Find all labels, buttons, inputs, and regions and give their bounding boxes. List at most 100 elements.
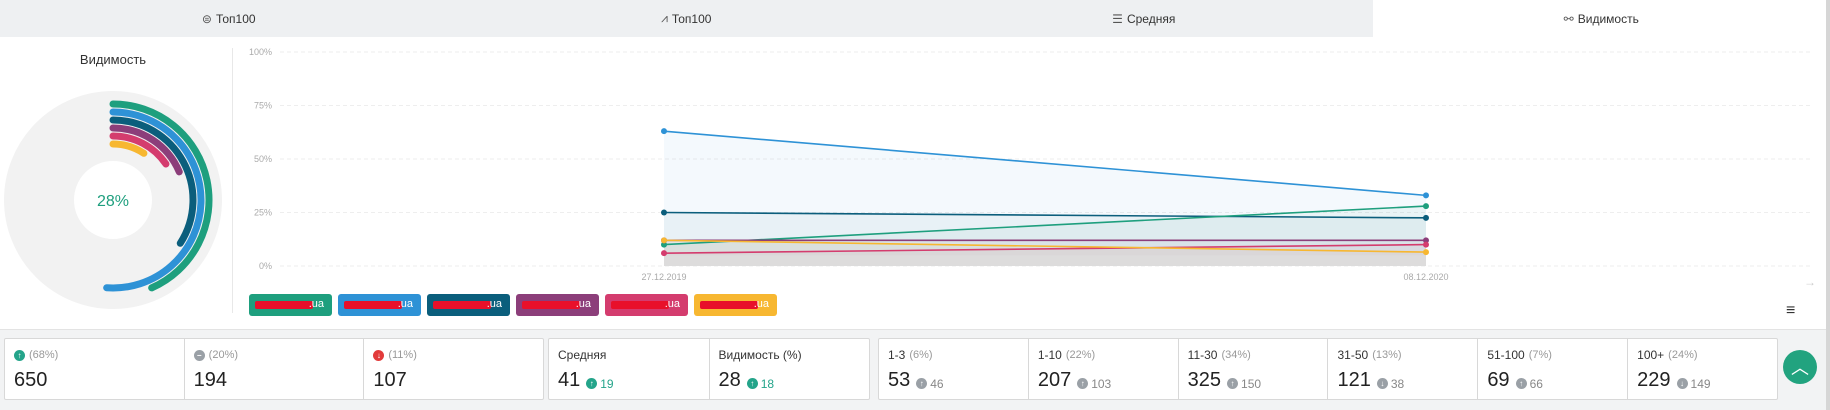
chart-menu-icon[interactable]: ≡	[1786, 302, 1796, 319]
legend-chip-4[interactable]: .ua	[516, 294, 599, 316]
averages-group: Средняя 41 ↑ 19 Видимость (%) 28 ↑ 18	[548, 338, 870, 400]
legend-chip-5[interactable]: .ua	[605, 294, 688, 316]
series-point[interactable]	[661, 250, 667, 257]
arrow-up-circle-icon: ↑	[746, 378, 758, 389]
stat-label: Средняя	[558, 348, 607, 362]
redacted-mark	[700, 301, 758, 309]
legend-label: .ua	[753, 298, 769, 310]
arrow-up-circle-icon: ↑	[916, 378, 928, 389]
stat-value: 41	[558, 369, 581, 391]
stat-up: ↑ (68%) 650	[5, 339, 185, 399]
stat-pct: (7%)	[1528, 349, 1552, 361]
minus-circle-icon: −	[193, 349, 205, 361]
tab-top100-b[interactable]: ⩘ Топ100	[457, 0, 915, 37]
y-tick-label: 100%	[249, 47, 272, 57]
stat-label: 31-50	[1337, 348, 1369, 362]
stat-label: 1-3	[888, 348, 906, 362]
layers-icon: ⊜	[201, 11, 212, 26]
x-tick-label: 08.12.2020	[1403, 272, 1448, 282]
stat-pct: (13%)	[1372, 349, 1402, 361]
redacted-mark	[344, 301, 402, 309]
donut-center-value: 28%	[97, 193, 129, 210]
page-scrollbar[interactable]	[1826, 0, 1830, 410]
stat-delta: 103	[1091, 376, 1112, 391]
series-line	[663, 205, 1427, 246]
donut-arc	[109, 140, 148, 157]
stat-range-11-30: 11-30 (34%) 325 ↑ 150	[1179, 339, 1329, 399]
legend-chip-6[interactable]: .ua	[694, 294, 777, 316]
tab-average[interactable]: ☰ Средняя	[915, 0, 1373, 37]
stat-label: 11-30	[1187, 348, 1218, 362]
legend-label: .ua	[397, 298, 413, 310]
redacted-mark	[255, 301, 313, 309]
series-line	[663, 211, 1427, 219]
stat-delta: 38	[1390, 376, 1405, 391]
series-line	[663, 130, 1427, 197]
y-tick-label: 50%	[254, 154, 272, 164]
tab-top100-a[interactable]: ⊜ Топ100	[0, 0, 458, 37]
glasses-icon: ⚯	[1563, 11, 1574, 26]
series-point[interactable]	[661, 241, 667, 248]
legend-label: .ua	[664, 298, 680, 310]
series-point[interactable]	[1423, 214, 1429, 221]
series-area	[664, 131, 1426, 266]
stat-pct: (24%)	[1668, 349, 1698, 361]
tab-label: Средняя	[1126, 11, 1176, 26]
stats-bar: ↑ (68%) 650 − (20%) 194 ↓ (11%) 107 Средняя…	[0, 329, 1826, 410]
stat-pct: (11%)	[388, 349, 417, 361]
series-line	[663, 243, 1427, 254]
legend-label: .ua	[308, 298, 324, 310]
arrow-up-circle-icon: ↑	[1077, 378, 1089, 389]
legend-chip-1[interactable]: .ua	[249, 294, 332, 316]
arrow-up-circle-icon: ↑	[586, 378, 598, 389]
stat-value: 650	[14, 369, 48, 391]
trend-icon: ⩘	[661, 11, 668, 25]
stat-value: 69	[1487, 369, 1510, 391]
x-tick-label: 27.12.2019	[641, 272, 686, 282]
donut-arc	[109, 124, 183, 176]
legend-chip-2[interactable]: .ua	[338, 294, 421, 316]
arrow-down-circle-icon: ↓	[1376, 378, 1388, 389]
tab-label: Топ100	[671, 11, 712, 26]
chart-scroll-right-icon[interactable]: →	[1804, 275, 1816, 289]
series-point[interactable]	[661, 209, 667, 216]
stat-range-100-plus: 100+ (24%) 229 ↓ 149	[1628, 339, 1777, 399]
series-point[interactable]	[1423, 249, 1429, 256]
series-area-base	[664, 255, 1426, 266]
arrow-up-circle-icon: ↑	[1515, 378, 1527, 389]
stat-value: 325	[1187, 369, 1222, 391]
series-point[interactable]	[1423, 203, 1429, 210]
stat-down: ↓ (11%) 107	[364, 339, 543, 399]
series-line	[663, 239, 1427, 253]
chevron-up-icon: ︿	[1791, 358, 1809, 378]
donut-arc	[109, 116, 197, 247]
stat-delta: 149	[1690, 376, 1711, 391]
stat-value: 229	[1637, 369, 1671, 391]
divider	[232, 48, 233, 313]
stat-value: 28	[718, 369, 741, 391]
stat-label: Видимость (%)	[718, 348, 802, 362]
series-point[interactable]	[661, 237, 667, 244]
donut-title: Видимость	[79, 52, 147, 67]
stat-delta: 66	[1529, 376, 1543, 391]
stat-value: 121	[1337, 369, 1371, 391]
series-point[interactable]	[1423, 237, 1429, 244]
donut-arc	[103, 108, 205, 292]
tab-visibility[interactable]: ⚯ Видимость	[1372, 0, 1830, 37]
stat-delta: 19	[600, 376, 614, 391]
stat-delta: 18	[760, 376, 775, 391]
scroll-to-top-button[interactable]: ︿	[1783, 350, 1817, 384]
ranges-group: 1-3 (6%) 53 ↑ 46 1-10 (22%) 207 ↑ 103 11-30 (34…	[878, 338, 1778, 400]
stat-range-1-3: 1-3 (6%) 53 ↑ 46	[879, 339, 1029, 399]
series-point[interactable]	[1423, 192, 1429, 199]
stat-label: 51-100	[1487, 348, 1525, 362]
stat-pct: (22%)	[1065, 349, 1096, 361]
stat-visibility: Видимость (%) 28 ↑ 18	[710, 339, 870, 399]
legend-label: .ua	[575, 298, 591, 310]
series-point[interactable]	[661, 128, 667, 135]
legend-chip-3[interactable]: .ua	[427, 294, 510, 316]
stat-delta: 46	[930, 376, 944, 391]
stat-range-51-100: 51-100 (7%) 69 ↑ 66	[1478, 339, 1629, 399]
stat-value: 194	[193, 369, 228, 391]
series-point[interactable]	[1423, 241, 1429, 248]
